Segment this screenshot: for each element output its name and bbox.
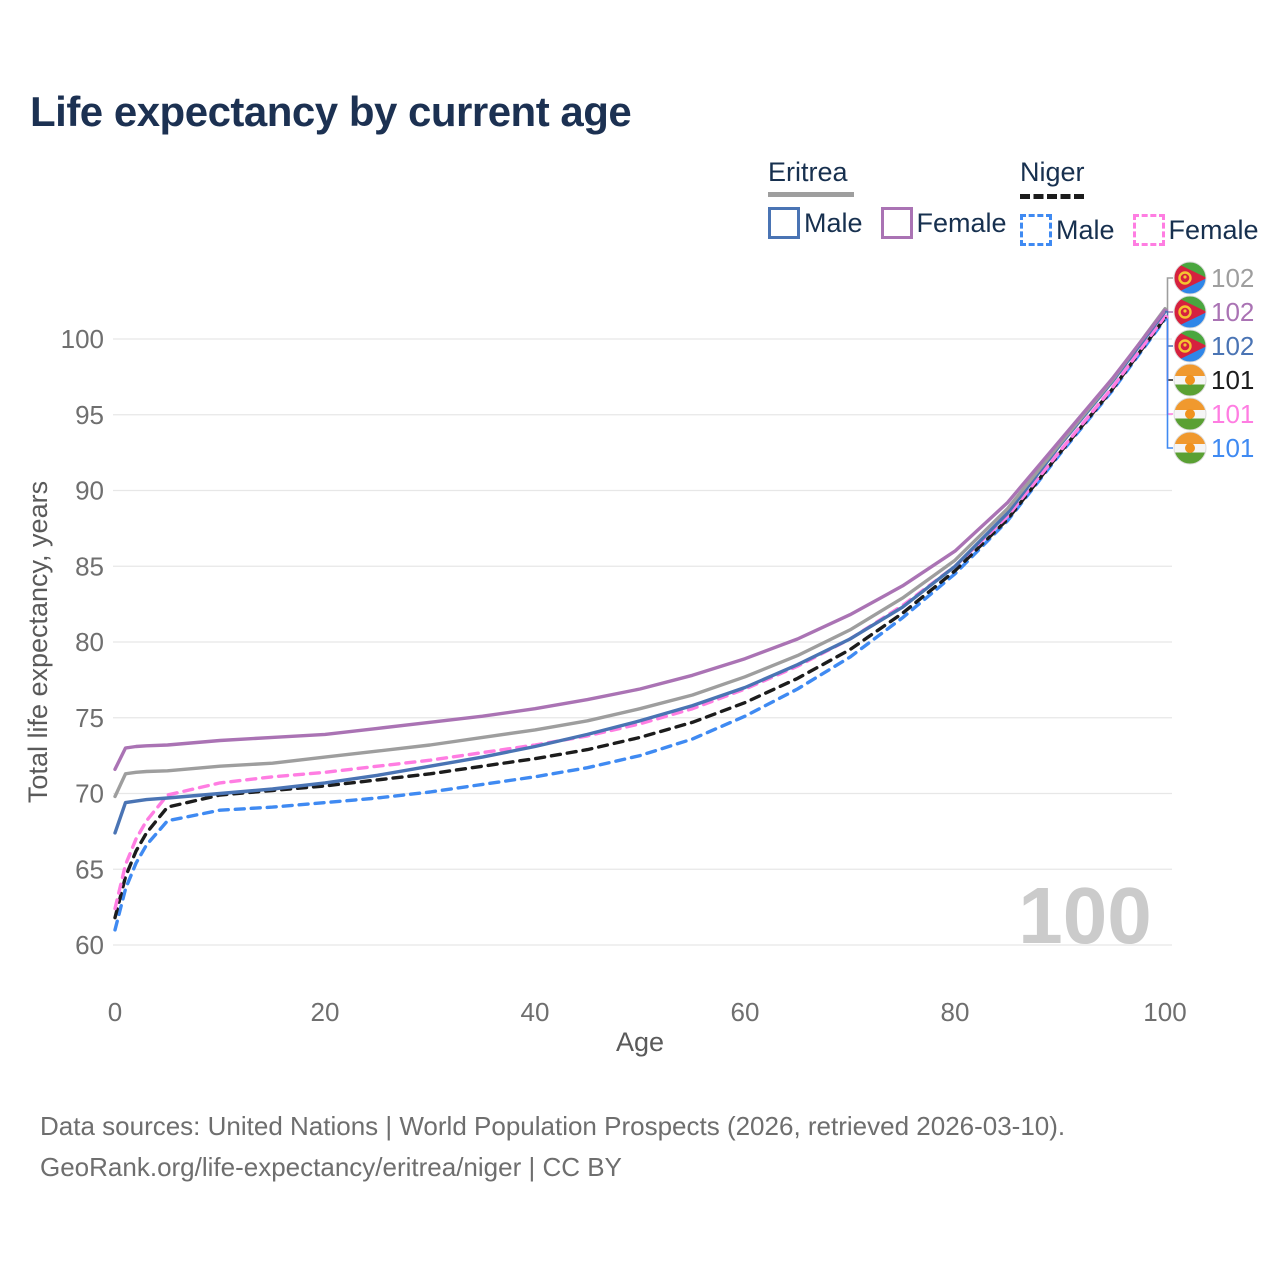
leader-line — [1165, 277, 1173, 310]
eritrea-female-swatch[interactable] — [880, 207, 913, 239]
end-value-label: 101 — [1211, 365, 1254, 395]
line-eritrea-male — [113, 310, 1167, 835]
x-tick-label: 20 — [311, 997, 340, 1027]
eritrea-male-label[interactable]: Male — [804, 207, 863, 238]
niger-female-label[interactable]: Female — [1168, 214, 1259, 245]
y-tick-label: 80 — [75, 627, 104, 657]
data-sources-line: Data sources: United Nations | World Pop… — [40, 1111, 1066, 1141]
y-axis-title: Total life expectancy, years — [23, 481, 53, 803]
leader-line — [1165, 318, 1173, 449]
gridlines — [113, 338, 1172, 946]
x-tick-label: 60 — [731, 997, 760, 1027]
legend-items-niger: Male Female — [1020, 214, 1277, 246]
georank-url-line: GeoRank.org/life-expectancy/eritrea/nige… — [40, 1152, 622, 1182]
age-counter-watermark: 100 — [1018, 871, 1151, 960]
axis-tick-labels: 60 65 70 75 80 85 90 95 100 0 20 40 60 80 100 — [61, 324, 1187, 1027]
end-value-label: 102 — [1211, 263, 1254, 293]
axis-titles: Age Total life expectancy, years — [23, 481, 664, 1057]
line-niger-male — [113, 317, 1167, 932]
niger-flag-icon — [1174, 432, 1206, 464]
y-tick-label: 85 — [75, 551, 104, 581]
x-tick-label: 40 — [521, 997, 550, 1027]
legend-group-niger: Niger Male Female — [1020, 157, 1277, 246]
y-tick-label: 65 — [75, 854, 104, 884]
leader-line — [1165, 317, 1173, 381]
legend-group-eritrea: Eritrea Male Female — [768, 157, 1025, 239]
x-tick-label: 0 — [108, 997, 122, 1027]
y-tick-label: 90 — [75, 476, 104, 506]
eritrea-line-style-swatch — [768, 192, 854, 197]
eritrea-flag-icon — [1174, 262, 1207, 294]
eritrea-flag-icon — [1174, 296, 1207, 328]
y-tick-label: 60 — [75, 930, 104, 960]
chart-title: Life expectancy by current age — [30, 88, 632, 135]
age-counter-text: 100 — [1018, 871, 1151, 960]
end-flag-icons — [1174, 262, 1207, 464]
end-value-label: 101 — [1211, 433, 1254, 463]
end-leader-lines — [1165, 277, 1173, 449]
x-tick-label: 80 — [941, 997, 970, 1027]
legend-items-eritrea: Male Female — [768, 207, 1025, 239]
line-eritrea-female — [113, 308, 1167, 771]
eritrea-male-swatch[interactable] — [768, 207, 800, 239]
niger-female-swatch[interactable] — [1132, 214, 1165, 246]
legend-country-niger: Niger — [1020, 157, 1277, 204]
data-lines — [113, 307, 1167, 932]
legend-country-niger-label: Niger — [1020, 157, 1085, 187]
x-axis-title: Age — [616, 1027, 664, 1057]
y-tick-label: 95 — [75, 400, 104, 430]
footer: Data sources: United Nations | World Pop… — [40, 1106, 1065, 1188]
end-value-label: 102 — [1211, 297, 1254, 327]
niger-male-swatch[interactable] — [1020, 214, 1052, 246]
line-niger — [113, 316, 1167, 920]
niger-male-label[interactable]: Male — [1056, 214, 1115, 245]
y-tick-label: 70 — [75, 779, 104, 809]
legend-country-eritrea-label: Eritrea — [768, 157, 848, 187]
niger-line-style-swatch — [1020, 194, 1084, 204]
line-niger-female — [113, 314, 1167, 911]
line-eritrea — [113, 307, 1167, 799]
y-tick-label: 75 — [75, 703, 104, 733]
end-value-label: 102 — [1211, 331, 1254, 361]
niger-flag-icon — [1174, 398, 1206, 430]
x-tick-label: 100 — [1143, 997, 1186, 1027]
end-value-label: 101 — [1211, 399, 1254, 429]
y-tick-label: 100 — [61, 324, 104, 354]
leader-line — [1165, 315, 1173, 415]
legend-country-eritrea: Eritrea — [768, 157, 1025, 197]
end-value-labels: 102 102 102 101 101 101 — [1211, 263, 1254, 463]
niger-flag-icon — [1174, 364, 1206, 396]
eritrea-female-label[interactable]: Female — [916, 207, 1007, 238]
eritrea-flag-icon — [1174, 330, 1207, 362]
